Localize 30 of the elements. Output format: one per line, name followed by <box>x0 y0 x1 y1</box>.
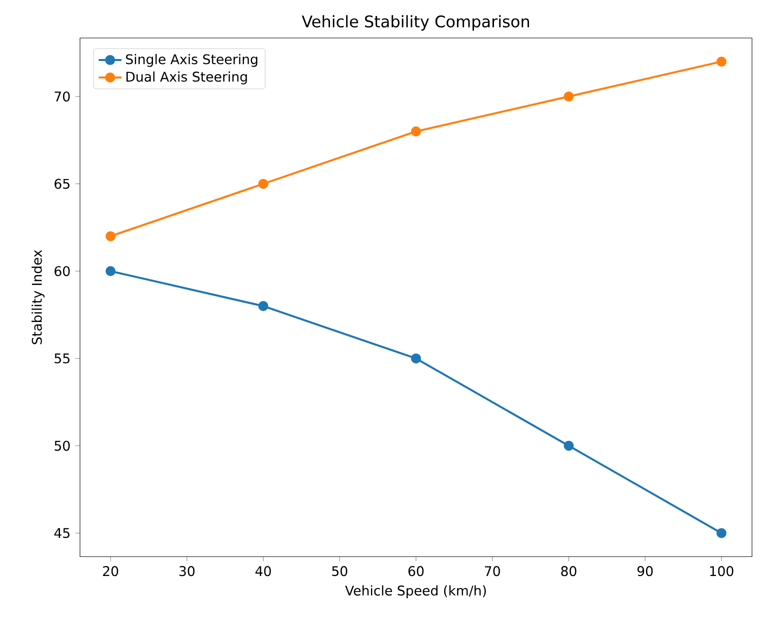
y-tick-label: 60 <box>54 266 70 276</box>
point <box>411 126 422 136</box>
y-tick-label: 65 <box>54 178 70 189</box>
x-tick-label: 50 <box>332 566 348 576</box>
y-tick-label: 70 <box>54 91 70 102</box>
x-axis-title: Vehicle Speed (km/h) <box>345 585 486 598</box>
x-tick-label: 20 <box>103 566 118 576</box>
x-tick-label: 100 <box>710 566 734 576</box>
point <box>106 231 116 242</box>
point <box>411 353 422 364</box>
x-tick-label: 30 <box>179 566 195 576</box>
x-tick-label: 60 <box>408 566 424 576</box>
point <box>564 440 574 451</box>
x-tick-label: 80 <box>561 566 576 576</box>
x-tick-label: 40 <box>255 566 271 576</box>
y-tick-label: 45 <box>54 528 70 538</box>
y-axis-title: Stability Index <box>32 250 45 344</box>
legend-label: Dual Axis Steering <box>126 71 247 84</box>
x-tick-label: 70 <box>484 566 500 576</box>
point <box>258 301 268 312</box>
point <box>258 178 268 189</box>
point <box>716 56 726 67</box>
legend-label: Single Axis Steering <box>126 54 258 67</box>
point <box>564 91 574 102</box>
y-tick-label: 50 <box>54 440 70 451</box>
point <box>716 528 726 538</box>
x-tick-label: 90 <box>637 566 653 576</box>
chart-title: Vehicle Stability Comparison <box>302 15 530 31</box>
point <box>106 266 116 276</box>
y-tick-label: 55 <box>54 353 70 364</box>
